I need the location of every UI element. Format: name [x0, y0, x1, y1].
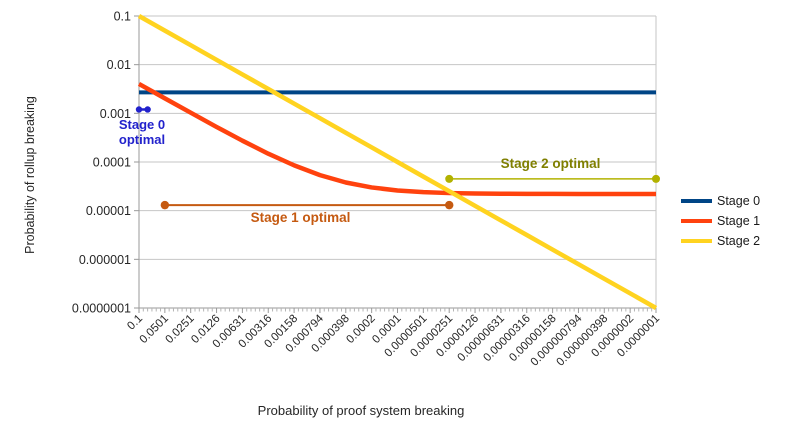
annotation-endpoint-dot	[135, 106, 143, 113]
y-tick-label: 0.1	[114, 10, 131, 24]
y-tick-label: 0.01	[107, 58, 131, 72]
x-tick-label: 0.1	[125, 313, 145, 333]
legend: Stage 0 Stage 1 Stage 2	[681, 191, 760, 251]
annotation-endpoint-dot	[445, 200, 454, 210]
legend-item-stage-0: Stage 0	[681, 191, 760, 211]
series-line-stage-2	[137, 14, 658, 310]
y-tick-label: 0.00001	[86, 204, 131, 218]
legend-label: Stage 0	[717, 194, 761, 208]
y-tick-label: 0.0000001	[72, 302, 131, 316]
x-axis-title: Probability of proof system breaking	[257, 403, 465, 418]
y-axis-title: Probability of rollup breaking	[23, 96, 37, 254]
legend-label: Stage 2	[717, 234, 761, 248]
legend-line-icon	[681, 199, 712, 203]
annotation-endpoint-dot	[144, 106, 151, 113]
annotation-endpoint-dot	[160, 200, 170, 210]
y-tick-label: 0.001	[100, 107, 131, 121]
series-line-stage-1	[137, 81, 656, 197]
y-tick-label: 0.000001	[79, 253, 131, 267]
annotation-stage2-optimal-label: Stage 2 optimal	[500, 156, 601, 171]
annotation-endpoint-dot	[652, 174, 660, 183]
legend-line-icon	[681, 239, 712, 243]
legend-item-stage-2: Stage 2	[681, 231, 760, 251]
y-tick-label: 0.0001	[93, 156, 131, 170]
legend-line-icon	[681, 219, 712, 223]
legend-item-stage-1: Stage 1	[681, 211, 760, 231]
annotation-stage0-optimal-label: Stage 0 optimal	[118, 117, 166, 147]
annotation-stage1-optimal-label: Stage 1 optimal	[250, 210, 351, 225]
legend-label: Stage 1	[717, 214, 761, 228]
annotation-endpoint-dot	[445, 174, 454, 183]
